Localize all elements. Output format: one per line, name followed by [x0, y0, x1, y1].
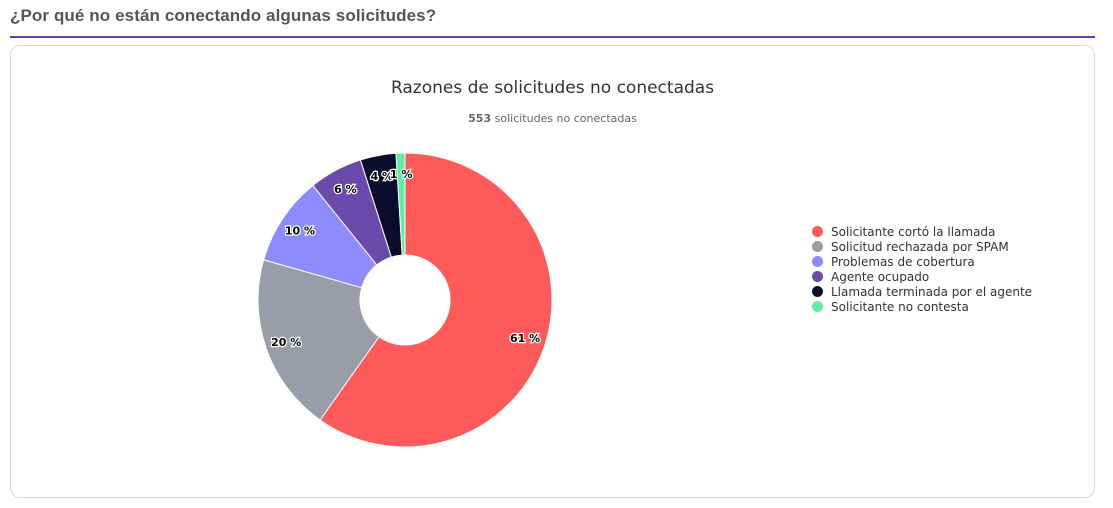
pie-data-label-3: 6 %: [334, 183, 357, 196]
legend-marker: [812, 301, 823, 312]
pie-data-label-4: 4 %: [371, 170, 394, 183]
chart-subtitle: 553 solicitudes no conectadas: [0, 112, 1105, 125]
pie-slice-5[interactable]: [395, 152, 406, 256]
pie-slice-1[interactable]: [257, 259, 380, 421]
legend-item-2[interactable]: Problemas de cobertura: [812, 254, 1032, 269]
legend-label: Problemas de cobertura: [831, 254, 975, 269]
chart-card: [10, 45, 1095, 498]
legend-marker: [812, 256, 823, 267]
legend-label: Llamada terminada por el agente: [831, 284, 1033, 299]
chart-legend: Solicitante cortó la llamada Solicitud re…: [812, 224, 1032, 314]
legend-marker: [812, 241, 823, 252]
legend-label: Solicitud rechazada por SPAM: [831, 239, 1009, 254]
legend-item-1[interactable]: Solicitud rechazada por SPAM: [812, 239, 1032, 254]
chart-subtitle-text: solicitudes no conectadas: [491, 112, 637, 125]
legend-label: Solicitante no contesta: [831, 299, 969, 314]
legend-item-0[interactable]: Solicitante cortó la llamada: [812, 224, 1032, 239]
legend-marker: [812, 226, 823, 237]
chart-subtitle-count: 553: [468, 112, 492, 125]
pie-data-label-0: 61 %: [510, 332, 540, 345]
legend-label: Solicitante cortó la llamada: [831, 224, 996, 239]
pie-data-label-2: 10 %: [285, 224, 315, 237]
legend-label: Agente ocupado: [831, 269, 930, 284]
legend-item-4[interactable]: Llamada terminada por el agente: [812, 284, 1032, 299]
legend-marker: [812, 286, 823, 297]
pie-slice-0[interactable]: [319, 152, 553, 448]
pie-data-label-1: 20 %: [271, 336, 301, 349]
legend-marker: [812, 271, 823, 282]
legend-item-3[interactable]: Agente ocupado: [812, 269, 1032, 284]
section-divider: [10, 36, 1095, 38]
pie-data-label-5: 1 %: [390, 168, 413, 181]
section-title: ¿Por qué no están conectando algunas sol…: [10, 6, 437, 25]
legend-item-5[interactable]: Solicitante no contesta: [812, 299, 1032, 314]
chart-title: Razones de solicitudes no conectadas: [390, 78, 715, 98]
